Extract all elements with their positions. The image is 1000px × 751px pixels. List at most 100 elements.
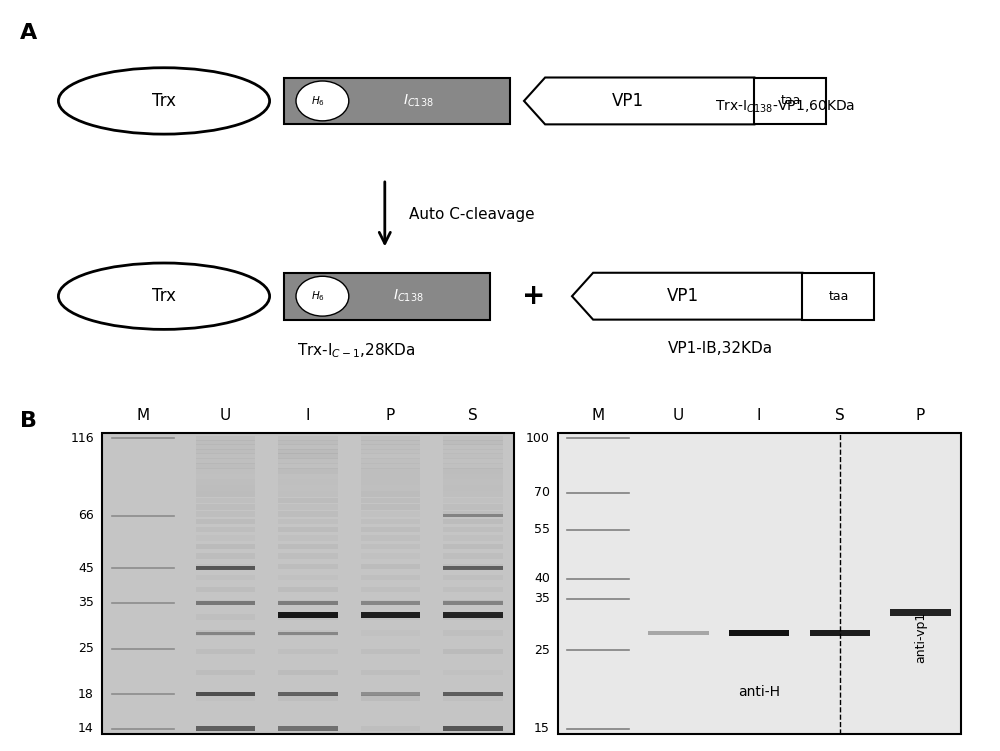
Bar [278,553,338,559]
Bar [196,448,255,454]
Text: $H_6$: $H_6$ [311,94,325,108]
Bar [196,505,255,510]
Bar [278,649,338,654]
Bar [361,692,420,695]
Bar [443,469,503,474]
Bar [278,485,338,490]
Bar [278,695,338,701]
Text: 70: 70 [534,487,550,499]
Bar [196,469,255,474]
Bar [443,535,503,541]
Polygon shape [524,77,754,125]
Bar [278,474,338,479]
Text: 40: 40 [534,572,550,585]
Bar [361,599,420,605]
Bar [443,670,503,675]
Bar [443,498,503,503]
Text: anti-H: anti-H [738,685,780,699]
Text: Trx: Trx [152,287,176,305]
Bar [754,77,826,125]
Bar [443,474,503,479]
Text: 66: 66 [78,509,94,522]
Text: P: P [916,408,925,423]
Text: M: M [591,408,604,423]
Bar [278,444,338,450]
Bar [443,553,503,559]
Bar [278,511,338,517]
Bar [361,440,420,445]
Text: 116: 116 [70,432,94,445]
Text: taa: taa [780,95,801,107]
Text: I: I [306,408,310,423]
Bar [284,77,510,125]
Bar [278,479,338,485]
Bar [278,436,338,441]
Bar [196,463,255,469]
Text: U: U [220,408,231,423]
Text: S: S [468,408,478,423]
Bar [278,614,338,620]
Bar [443,544,503,550]
Text: $I_{C138}$: $I_{C138}$ [393,288,424,304]
Bar [443,725,503,731]
Bar [443,614,503,620]
Bar [361,448,420,454]
Bar [278,469,338,474]
Bar [361,725,420,731]
Bar [278,599,338,605]
Ellipse shape [296,81,349,121]
Bar [278,575,338,580]
Bar [361,454,420,459]
Text: 35: 35 [78,596,94,609]
Bar [443,505,503,510]
Bar [443,599,503,605]
Bar [443,630,503,636]
Bar [361,575,420,580]
Text: VP1: VP1 [667,287,699,305]
Bar [102,433,514,734]
Bar [443,448,503,454]
Bar [196,670,255,675]
Bar [443,526,503,532]
Bar [361,491,420,497]
Bar [443,458,503,463]
Bar [278,491,338,497]
Bar [443,454,503,459]
Bar [278,498,338,503]
Text: 25: 25 [534,644,550,657]
Bar [278,535,338,541]
Bar [196,511,255,517]
Bar [196,614,255,620]
Text: +: + [522,282,545,310]
Bar [278,448,338,454]
Bar [361,485,420,490]
Text: VP1: VP1 [612,92,644,110]
Bar [443,726,503,731]
Bar [361,695,420,701]
Bar [196,535,255,541]
Bar [196,519,255,524]
Bar [196,599,255,605]
Bar [443,695,503,701]
Bar [361,563,420,569]
Bar [278,440,338,445]
Text: VP1-IB,32KDa: VP1-IB,32KDa [668,341,773,356]
Bar [443,649,503,654]
Bar [802,273,874,320]
Bar [196,479,255,485]
Bar [648,631,709,635]
Bar [361,614,420,620]
Text: 100: 100 [526,432,550,445]
Bar [361,670,420,675]
Text: taa: taa [828,290,849,303]
Bar [196,544,255,550]
Bar [361,601,420,605]
Text: 14: 14 [78,722,94,735]
Bar [278,632,338,635]
Bar [196,491,255,497]
Bar [443,587,503,592]
Bar [443,566,503,570]
Bar [196,485,255,490]
Bar [443,575,503,580]
Bar [196,632,255,635]
